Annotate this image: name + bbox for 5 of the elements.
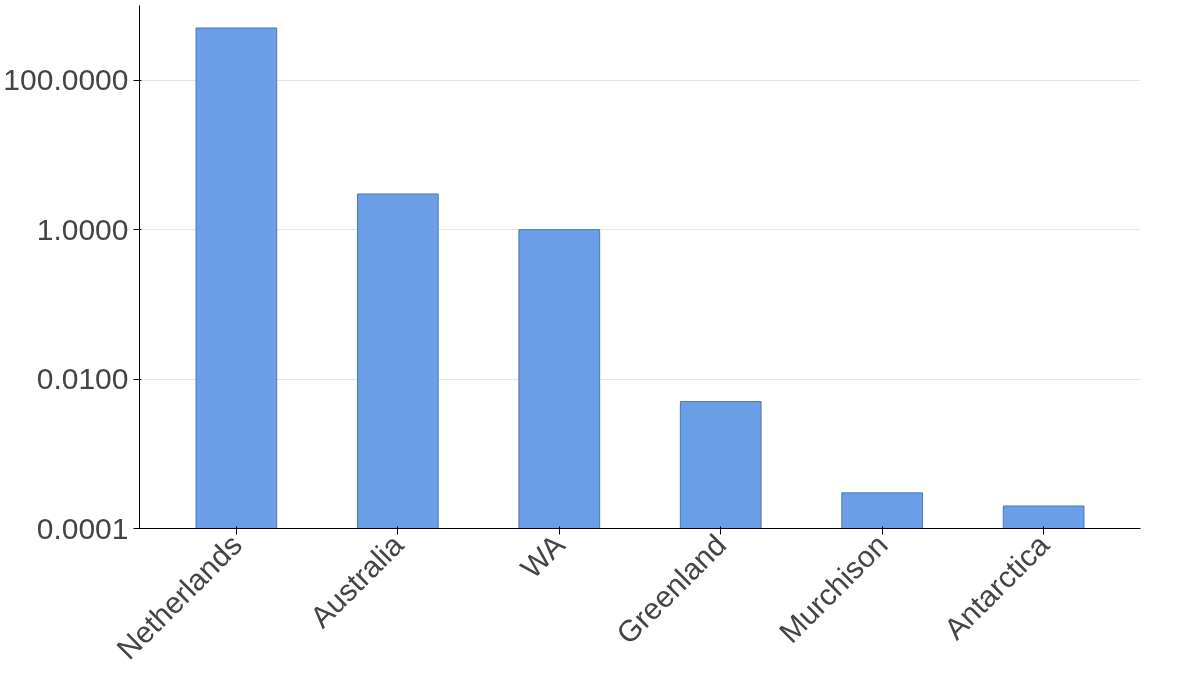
y-tick-label: 100.0000 [3,63,129,97]
y-tick-label: 0.0100 [36,362,129,396]
x-tick-label: WA [514,527,571,585]
y-tick-label: 0.0001 [36,511,129,545]
y-tick-label: 1.0000 [36,212,129,246]
